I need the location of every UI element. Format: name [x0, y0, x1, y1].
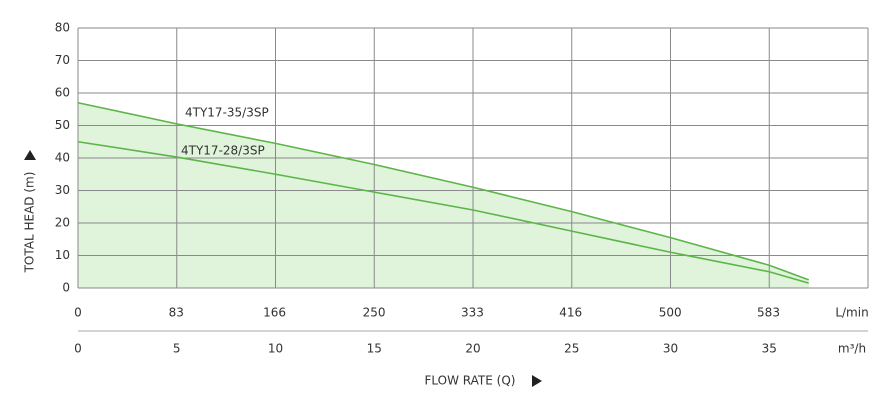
x2-tick-label: 83: [169, 306, 184, 320]
x-tick-label: 20: [465, 342, 480, 356]
curve: [77, 101, 810, 281]
y-tick-label: 60: [55, 86, 70, 100]
y-tick-label: 50: [55, 118, 70, 132]
x2-tick-label: 500: [659, 306, 682, 320]
x-tick-label: 15: [367, 342, 382, 356]
y-tick-label: 30: [55, 183, 70, 197]
x-axis-label: FLOW RATE (Q): [425, 374, 516, 388]
x2-tick-label: 416: [559, 306, 582, 320]
x-tick-label: 35: [762, 342, 777, 356]
y-axis-label: TOTAL HEAD (m): [23, 172, 37, 274]
x2-tick-label: 166: [263, 306, 286, 320]
x2-tick-label: 0: [74, 306, 82, 320]
series-label: 4TY17-35/3SP: [185, 106, 269, 120]
y-tick-label: 40: [55, 151, 70, 165]
y-tick-label: 80: [55, 21, 70, 35]
y-arrow: [24, 150, 36, 160]
x2-tick-label: 250: [363, 306, 386, 320]
y-tick-label: 0: [62, 281, 70, 295]
y-tick-label: 20: [55, 216, 70, 230]
x-tick-label: 30: [663, 342, 678, 356]
x-unit: m³/h: [838, 342, 866, 356]
x2-tick-label: 333: [461, 306, 484, 320]
y-tick-label: 10: [55, 248, 70, 262]
x-tick-label: 0: [74, 342, 82, 356]
x-tick-label: 5: [173, 342, 181, 356]
x-arrow: [532, 375, 542, 387]
y-tick-label: 70: [55, 53, 70, 67]
area-fill: [78, 102, 809, 288]
x-tick-label: 25: [564, 342, 579, 356]
x2-unit: L/min: [835, 306, 868, 320]
series-label: 4TY17-28/3SP: [181, 144, 265, 158]
x-tick-label: 10: [268, 342, 283, 356]
x2-tick-label: 583: [757, 306, 780, 320]
curve: [77, 140, 809, 284]
